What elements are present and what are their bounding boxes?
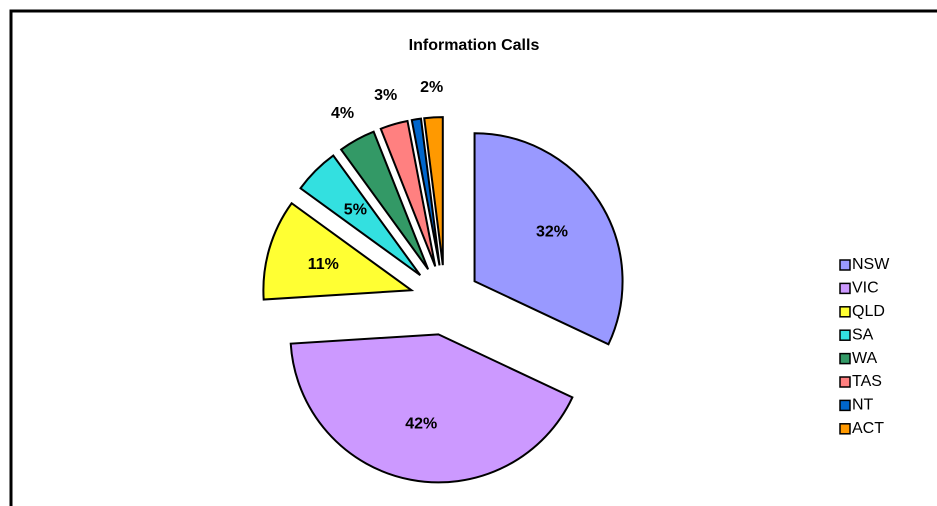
legend-label: VIC <box>852 280 879 297</box>
legend-swatch <box>839 282 851 295</box>
chart-title: Information Calls <box>409 37 540 54</box>
data-label: 42% <box>405 416 437 433</box>
legend-label: TAS <box>852 373 882 390</box>
data-label: 2% <box>420 79 443 96</box>
legend-swatch <box>839 399 851 412</box>
pie-slice <box>339 130 430 270</box>
pie-slice <box>423 116 444 266</box>
legend-label: SA <box>852 326 874 343</box>
legend-label: WA <box>852 350 878 367</box>
pie-slice <box>410 117 441 266</box>
legend-swatch <box>839 306 851 318</box>
data-label: 5% <box>344 202 367 219</box>
pie-slice <box>379 119 437 267</box>
pie-slice <box>289 333 574 484</box>
legend-swatch <box>839 376 851 388</box>
legend-swatch <box>839 352 851 365</box>
data-label: 11% <box>308 256 339 273</box>
legend-label: ACT <box>852 420 884 437</box>
legend-label: QLD <box>852 303 885 320</box>
legend-swatch <box>839 329 851 341</box>
data-label: 3% <box>374 87 397 104</box>
pie-slice <box>473 132 624 346</box>
data-label: 4% <box>331 105 354 122</box>
legend-label: NT <box>852 397 874 414</box>
pie-slice <box>299 154 422 277</box>
legend-swatch <box>839 423 851 435</box>
pie-slice <box>262 201 415 301</box>
data-label: 32% <box>536 223 568 240</box>
legend-label: NSW <box>852 256 890 273</box>
legend-swatch <box>839 259 851 271</box>
